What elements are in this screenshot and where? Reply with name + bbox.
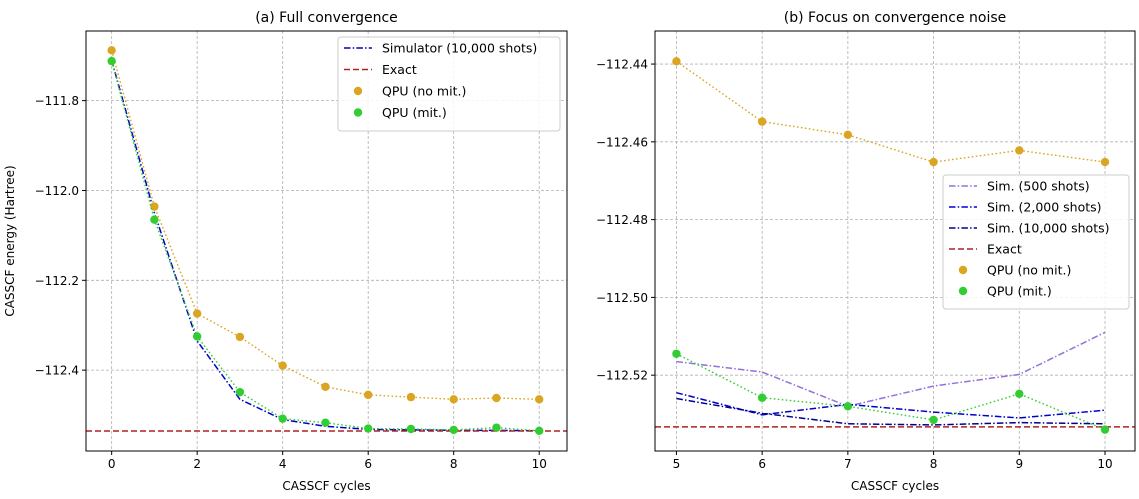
legend-sim-500-shots-label: Sim. (500 shots) [987,179,1090,194]
x-axis-label: CASSCF cycles [282,479,370,493]
series-qpu-no-mit-point [672,57,681,66]
series-qpu-mit-point [757,393,767,402]
y-tick-label: −112.4 [35,364,79,378]
series-qpu-no-mit-point [1100,157,1110,167]
legend-sim-10-000-shots-label: Sim. (10,000 shots) [987,221,1110,236]
x-tick-label: 0 [108,457,116,471]
series-qpu-mit-point [843,402,853,411]
series-qpu-mit-point [449,425,458,435]
series-qpu-no-mit-point [1015,146,1024,155]
series-qpu-no-mit-point [107,46,116,55]
legend: Sim. (500 shots) Sim. (2,000 shots) Sim. (… [942,174,1130,310]
x-tick-label: 9 [1015,457,1023,471]
series-qpu-no-mit-point [406,392,416,402]
x-tick-label: 6 [364,457,372,471]
legend-qpu-no-mit-label: QPU (no mit.) [987,263,1071,278]
series-qpu-mit-point [107,56,116,66]
panel-full-convergence: 0 2 4 6 8 10 −111.8 −112.0 −112.2 −112.4 (a) Full … [3,10,568,493]
plot-area [86,46,567,435]
chart-title: (a) Full convergence [255,10,398,26]
series-qpu-mit-point [278,414,287,423]
y-tick-label: −111.8 [35,94,79,108]
series-qpu-mit-point [192,332,202,341]
series-qpu-no-mit-line [676,60,1106,163]
panel-focus-noise: 5 6 7 8 9 10 −112.44 −112.46 −112.48 −112.50 −112.… [596,10,1136,493]
series-sim-2-000-shots-line [676,391,1106,419]
series-qpu-no-mit-point [235,332,245,342]
legend-qpu-mit-marker [958,286,968,296]
series-sim-500-shots-line [676,331,1106,408]
y-tick-label: −112.2 [35,274,79,288]
series-qpu-mit-point [1015,389,1024,399]
legend-qpu-no-mit-marker [353,86,363,96]
series-qpu-no-mit-point [492,393,501,403]
x-tick-label: 8 [450,457,458,471]
axes-frame [654,30,1136,452]
series-qpu-mit-point [235,387,245,397]
y-tick-label: −112.50 [596,291,648,305]
x-axis-label: CASSCF cycles [851,479,939,493]
legend-qpu-no-mit-marker [958,265,968,275]
series-qpu-mit-point [1100,425,1110,434]
series-qpu-mit-point [492,423,501,432]
y-tick-label: −112.0 [35,184,79,198]
chart-title: (b) Focus on convergence noise [784,10,1007,26]
x-tick-label: 8 [930,457,938,471]
series-qpu-no-mit-point [363,390,373,400]
x-tick-label: 6 [758,457,766,471]
y-tick-label: −112.52 [596,369,648,383]
legend-qpu-mit-label: QPU (mit.) [987,284,1052,299]
legend-qpu-no-mit-label: QPU (no mit.) [382,84,466,99]
legend-exact-label: Exact [987,242,1022,257]
x-tick-label: 2 [193,457,201,471]
axes-frame [85,30,568,452]
y-tick-label: −112.46 [596,135,648,149]
series-qpu-no-mit-point [757,117,767,126]
legend-sim-2-000-shots-label: Sim. (2,000 shots) [987,200,1102,215]
legend-exact-label: Exact [382,62,417,77]
y-axis-label: CASSCF energy (Hartree) [3,165,17,316]
series-qpu-no-mit-point [278,361,287,370]
series-qpu-no-mit-point [843,130,853,140]
legend-box [337,36,561,132]
series-qpu-mit-point [672,349,681,358]
x-tick-label: 7 [844,457,852,471]
series-qpu-mit-point [535,426,544,435]
series-qpu-no-mit-point [535,395,544,404]
x-tick-label: 4 [279,457,287,471]
y-tick-label: −112.44 [596,58,648,72]
legend-qpu-mit-label: QPU (mit.) [382,105,447,120]
legend-box [942,174,1130,310]
series-qpu-no-mit-point [449,395,458,404]
x-tick-label: 10 [532,457,547,471]
series-qpu-no-mit-point [150,202,159,211]
series-qpu-no-mit-point [321,382,330,391]
series-sim-10-000-shots-line [676,397,1106,426]
series-qpu-no-mit-point [192,309,202,318]
x-tick-label: 10 [1097,457,1112,471]
series-qpu-mit-point [150,215,159,224]
series-qpu-mit-point [321,418,330,427]
series-qpu-mit-point [363,424,373,433]
series-qpu-mit-point [406,424,416,434]
plot-area [655,57,1135,434]
series-qpu-no-mit-point [929,157,938,167]
legend-qpu-mit-marker [353,108,363,117]
legend: Simulator (10,000 shots) Exact QPU (no mit… [337,36,561,132]
x-tick-label: 5 [673,457,681,471]
y-tick-label: −112.48 [596,213,648,227]
series-qpu-mit-point [929,415,938,425]
series-qpu-mit-line [676,353,1106,431]
legend-simulator-10-000-shots-label: Simulator (10,000 shots) [382,41,537,56]
